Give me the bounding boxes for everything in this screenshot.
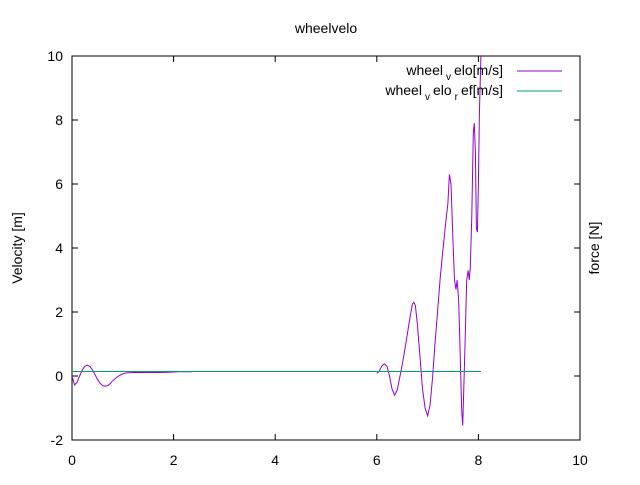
x-tick-label: 2 xyxy=(170,452,178,468)
y-tick-label: 4 xyxy=(55,240,63,256)
legend-label-part: r xyxy=(455,92,459,103)
y-tick-label: 6 xyxy=(55,176,63,192)
series-line-0 xyxy=(376,56,482,426)
legend-label-part: v xyxy=(425,92,430,103)
x-tick-label: 8 xyxy=(475,452,483,468)
y-tick-label: 0 xyxy=(55,368,63,384)
y-tick-label: 2 xyxy=(55,304,63,320)
legend-label-part: wheel xyxy=(384,82,422,98)
y-axis: -2 0 2 4 6 8 10 xyxy=(47,48,580,448)
legend-label-part: wheel xyxy=(405,62,443,78)
y-tick-label: 10 xyxy=(47,48,63,64)
legend: wheel v elo[m/s]wheel v elo r ef[m/s] xyxy=(384,62,562,103)
chart-title: wheelvelo xyxy=(294,20,357,36)
legend-label-part: v xyxy=(446,72,451,83)
legend-label-part: ef[m/s] xyxy=(461,82,503,98)
x-tick-label: 10 xyxy=(572,452,588,468)
legend-label-part: elo xyxy=(433,82,452,98)
x-tick-label: 6 xyxy=(373,452,381,468)
series-layer xyxy=(72,56,482,426)
legend-label-1: wheel v elo r ef[m/s] xyxy=(384,82,503,103)
y-tick-label: 8 xyxy=(55,112,63,128)
y-tick-label: -2 xyxy=(51,432,64,448)
y-axis-label: Velocity [m] xyxy=(9,212,25,284)
x-axis: 0 2 4 6 8 10 xyxy=(68,56,588,468)
legend-label-0: wheel v elo[m/s] xyxy=(405,62,503,83)
x-tick-label: 4 xyxy=(271,452,279,468)
y2-axis-label: force [N] xyxy=(586,222,602,275)
x-tick-label: 0 xyxy=(68,452,76,468)
series-line-0 xyxy=(72,364,192,387)
legend-label-part: elo[m/s] xyxy=(454,62,503,78)
plot-frame xyxy=(71,55,581,441)
